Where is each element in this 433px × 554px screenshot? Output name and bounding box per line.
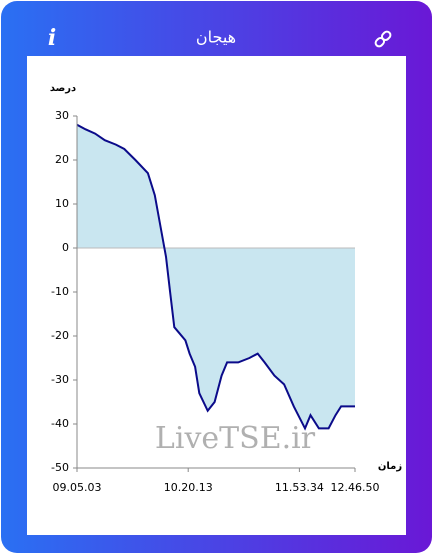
x-tick-label: 09.05.03 [53, 481, 102, 494]
y-tick-label: -50 [51, 461, 69, 474]
x-tick-label: 10.20.13 [164, 481, 213, 494]
y-tick-label: -40 [51, 417, 69, 430]
link-button[interactable] [374, 30, 392, 48]
header-title: هیجان [196, 28, 236, 47]
x-tick-label: 12.46.50 [331, 481, 380, 494]
y-tick-label: 30 [55, 109, 69, 122]
y-tick-label: 10 [55, 197, 69, 210]
y-tick-label: 20 [55, 153, 69, 166]
y-tick-label: 0 [62, 241, 69, 254]
y-axis-label: درصد [50, 83, 76, 94]
y-tick-label: -20 [51, 329, 69, 342]
y-tick-label: -30 [51, 373, 69, 386]
info-button[interactable]: i [48, 25, 56, 51]
y-tick-label: -10 [51, 285, 69, 298]
x-tick-label: 11.53.34 [275, 481, 324, 494]
line [76, 123, 355, 431]
watermark: LiveTSE.ir [155, 421, 316, 456]
area [77, 124, 355, 429]
x-axis-label: زمان [378, 461, 402, 472]
